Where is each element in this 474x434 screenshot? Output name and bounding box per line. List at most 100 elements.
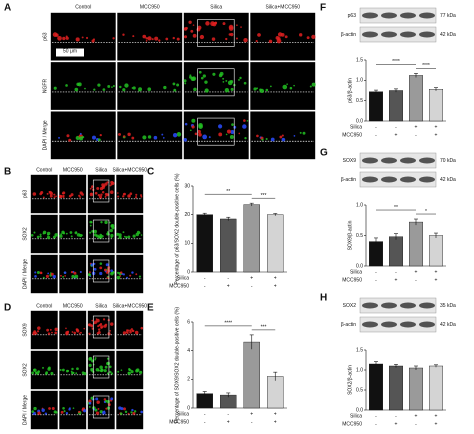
cell-signal	[47, 233, 50, 236]
cell-signal	[125, 236, 128, 239]
blot-band	[381, 302, 397, 309]
condition-sign: +	[415, 124, 418, 130]
cell-signal	[32, 192, 37, 196]
blot-band	[419, 157, 435, 164]
cell-signal	[228, 26, 234, 31]
cell-signal	[105, 263, 109, 267]
cell-signal	[79, 331, 82, 334]
condition-sign: -	[204, 419, 206, 425]
cell-signal	[246, 119, 249, 122]
cell-signal	[202, 134, 208, 140]
cell-signal	[42, 230, 47, 235]
cell-signal	[94, 191, 98, 195]
bar	[243, 341, 260, 409]
condition-sign: -	[395, 124, 397, 130]
cell-signal	[116, 271, 120, 274]
cell-signal	[147, 135, 152, 139]
cell-signal	[110, 183, 113, 186]
cell-signal	[142, 135, 147, 140]
cell-signal	[133, 410, 137, 413]
cell-signal	[190, 29, 194, 33]
cell-signal	[112, 37, 115, 40]
cell-signal	[142, 34, 147, 39]
cell-signal	[48, 191, 51, 193]
panel-letter: H	[320, 293, 327, 304]
cell-signal	[311, 34, 316, 40]
blot-protein: β-actin	[341, 32, 356, 38]
cell-signal	[75, 37, 80, 42]
cell-signal	[102, 318, 106, 321]
cell-signal	[99, 262, 103, 265]
cell-signal	[184, 122, 188, 126]
cell-signal	[119, 412, 123, 415]
cell-signal	[71, 367, 74, 371]
significance-label: ****	[422, 63, 430, 69]
cell-signal	[93, 322, 96, 325]
cell-signal	[293, 84, 295, 87]
y-axis-label: Percentage of p63/SOX2 double-positive c…	[174, 173, 180, 285]
blot-band	[381, 157, 397, 164]
cell-signal	[214, 21, 217, 25]
condition-sign: +	[395, 421, 398, 427]
cell-signal	[140, 410, 144, 414]
roi-box	[197, 117, 235, 146]
cell-signal	[104, 365, 108, 369]
condition-sign: -	[227, 411, 229, 417]
cell-signal	[176, 83, 180, 87]
y-tick-label: 1.0	[356, 367, 363, 373]
cell-signal	[81, 36, 84, 39]
micrograph	[50, 61, 117, 111]
blot-band	[400, 321, 416, 328]
cell-signal	[183, 27, 188, 31]
cell-signal	[111, 86, 113, 88]
cell-signal	[122, 331, 127, 335]
cell-signal	[106, 406, 111, 410]
cell-signal	[131, 136, 135, 140]
cell-signal	[256, 134, 259, 138]
cell-signal	[104, 182, 108, 186]
cell-signal	[99, 271, 103, 276]
column-label: Control	[36, 167, 52, 173]
cell-signal	[74, 274, 79, 279]
cell-signal	[135, 193, 138, 196]
cell-signal	[76, 82, 80, 87]
blot-band	[362, 157, 378, 164]
cell-signal	[63, 410, 66, 413]
cell-signal	[48, 366, 51, 370]
cell-signal	[104, 399, 108, 403]
cell-signal	[88, 363, 92, 368]
cell-signal	[105, 407, 108, 410]
blot-size: 35 kDa	[440, 303, 456, 309]
cell-signal	[76, 367, 79, 371]
cell-signal	[172, 82, 176, 86]
condition-sign: -	[251, 419, 253, 425]
cell-signal	[83, 372, 87, 376]
y-tick-label: 6	[187, 319, 190, 325]
blot-protein: p63	[348, 13, 357, 19]
bar	[409, 221, 424, 267]
cell-signal	[103, 268, 107, 272]
cell-signal	[230, 130, 235, 135]
condition-name: Silica	[177, 275, 189, 281]
row-label: p63	[22, 190, 28, 199]
blot-band	[362, 302, 378, 309]
cell-signal	[134, 196, 138, 199]
cell-signal	[33, 368, 36, 372]
blot-protein: β-actin	[341, 177, 356, 183]
bar	[243, 204, 260, 273]
cell-signal	[50, 272, 54, 276]
row-label: DAPI / Merge	[22, 259, 28, 289]
cell-signal	[61, 368, 65, 372]
cell-signal	[75, 372, 78, 375]
cell-signal	[100, 193, 103, 196]
micrograph	[30, 254, 59, 294]
cell-signal	[64, 275, 67, 277]
cell-signal	[138, 87, 143, 92]
cell-signal	[218, 132, 223, 137]
cell-signal	[131, 271, 134, 274]
cell-signal	[255, 39, 258, 43]
cell-signal	[198, 124, 203, 129]
cell-signal	[102, 410, 106, 415]
cell-signal	[107, 403, 111, 407]
cell-signal	[59, 368, 62, 372]
